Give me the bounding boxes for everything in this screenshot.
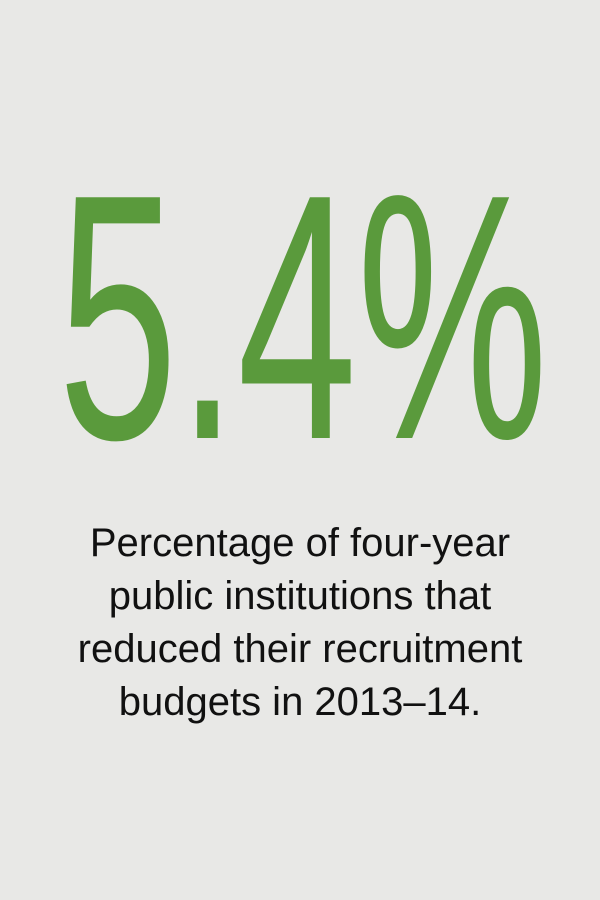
caption-line: Percentage of four-year [90, 521, 510, 565]
caption-line: reduced their recruitment [78, 627, 523, 671]
caption-line: budgets in 2013–14. [119, 680, 482, 724]
caption: Percentage of four-year public institutio… [78, 521, 523, 724]
stat-value: 5.4% [58, 122, 548, 513]
caption-line: public institutions that [109, 574, 491, 618]
